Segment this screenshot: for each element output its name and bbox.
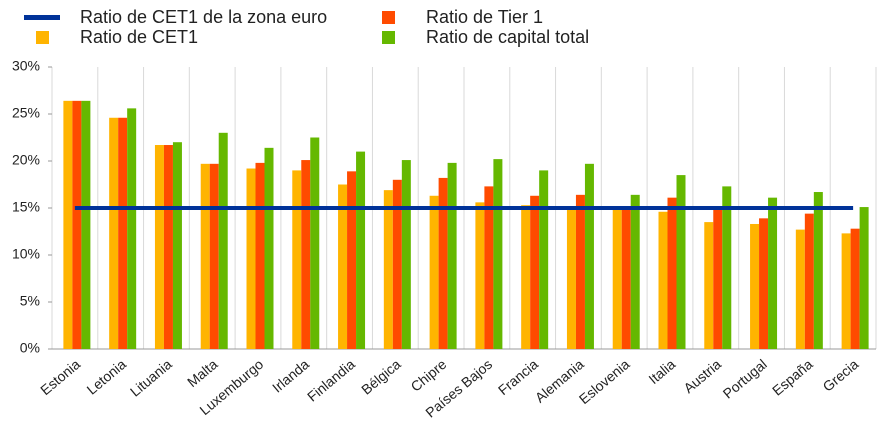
bar bbox=[658, 211, 668, 349]
bar bbox=[172, 142, 182, 349]
bar bbox=[704, 222, 714, 349]
bar bbox=[392, 179, 402, 349]
bar bbox=[475, 202, 485, 349]
bar bbox=[539, 170, 549, 349]
bar bbox=[612, 209, 622, 349]
bar bbox=[521, 205, 531, 349]
bar bbox=[713, 209, 723, 349]
legend-label: Ratio de capital total bbox=[426, 27, 589, 47]
bar bbox=[621, 207, 631, 349]
bar bbox=[154, 145, 164, 349]
x-tick-label: Irlanda bbox=[269, 356, 312, 396]
bar bbox=[338, 184, 348, 349]
bar bbox=[401, 160, 411, 349]
bar bbox=[383, 190, 393, 349]
bar bbox=[750, 223, 760, 349]
bar bbox=[484, 186, 494, 349]
bar bbox=[667, 197, 677, 349]
x-tick-label: Bélgica bbox=[358, 356, 404, 398]
bar bbox=[218, 132, 228, 349]
bar bbox=[584, 163, 594, 349]
bar bbox=[722, 186, 732, 349]
bar bbox=[438, 177, 448, 349]
x-tick-label: Letonia bbox=[84, 356, 130, 398]
bar bbox=[759, 218, 769, 349]
y-tick-label: 30% bbox=[12, 58, 40, 74]
bar bbox=[347, 171, 357, 349]
bar bbox=[795, 229, 805, 349]
bar bbox=[118, 117, 128, 349]
y-tick-label: 20% bbox=[12, 152, 40, 168]
bar bbox=[859, 207, 869, 349]
legend-label: Ratio de Tier 1 bbox=[426, 7, 543, 27]
bar bbox=[850, 228, 860, 349]
y-tick-label: 10% bbox=[12, 246, 40, 262]
legend-swatch bbox=[36, 31, 49, 44]
bar bbox=[163, 145, 173, 349]
bar bbox=[429, 195, 439, 349]
bar bbox=[813, 192, 823, 349]
bar bbox=[530, 195, 540, 349]
bar bbox=[246, 168, 256, 349]
x-tick-label: Eslovenia bbox=[576, 356, 633, 407]
legend-label: Ratio de CET1 bbox=[80, 27, 198, 47]
x-tick-label: Chipre bbox=[408, 356, 450, 395]
bar bbox=[264, 147, 274, 349]
y-tick-label: 25% bbox=[12, 105, 40, 121]
bar bbox=[768, 197, 778, 349]
legend-line bbox=[24, 15, 60, 20]
bar bbox=[72, 100, 82, 349]
bar bbox=[81, 100, 91, 349]
bar bbox=[292, 170, 302, 349]
y-tick-label: 5% bbox=[20, 293, 40, 309]
x-tick-label: Estonia bbox=[37, 356, 83, 398]
y-tick-label: 15% bbox=[12, 199, 40, 215]
x-tick-label: Portugal bbox=[720, 356, 770, 402]
bar bbox=[127, 108, 137, 349]
bar bbox=[841, 233, 851, 349]
x-tick-label: Lituania bbox=[127, 356, 175, 400]
bar bbox=[566, 208, 576, 349]
x-tick-label: Grecia bbox=[820, 356, 862, 395]
legend-swatch bbox=[382, 31, 395, 44]
bar bbox=[493, 159, 503, 349]
x-tick-label: Italia bbox=[645, 356, 678, 387]
bar bbox=[575, 194, 585, 349]
bar bbox=[301, 160, 311, 349]
bar bbox=[255, 162, 265, 349]
legend-swatch bbox=[382, 11, 395, 24]
x-tick-label: Austria bbox=[680, 356, 724, 396]
bar bbox=[200, 163, 210, 349]
x-tick-label: Malta bbox=[184, 356, 221, 390]
bar bbox=[676, 175, 686, 349]
bar bbox=[209, 163, 219, 349]
bar bbox=[804, 213, 814, 349]
bar bbox=[447, 162, 457, 349]
bar bbox=[63, 100, 73, 349]
x-tick-label: Finlandia bbox=[304, 356, 358, 405]
bar bbox=[356, 151, 366, 349]
x-tick-label: España bbox=[769, 356, 816, 399]
y-tick-label: 0% bbox=[20, 340, 40, 356]
bar bbox=[109, 117, 119, 349]
legend-label: Ratio de CET1 de la zona euro bbox=[80, 7, 327, 27]
bar bbox=[310, 137, 320, 349]
bar bbox=[630, 194, 640, 349]
